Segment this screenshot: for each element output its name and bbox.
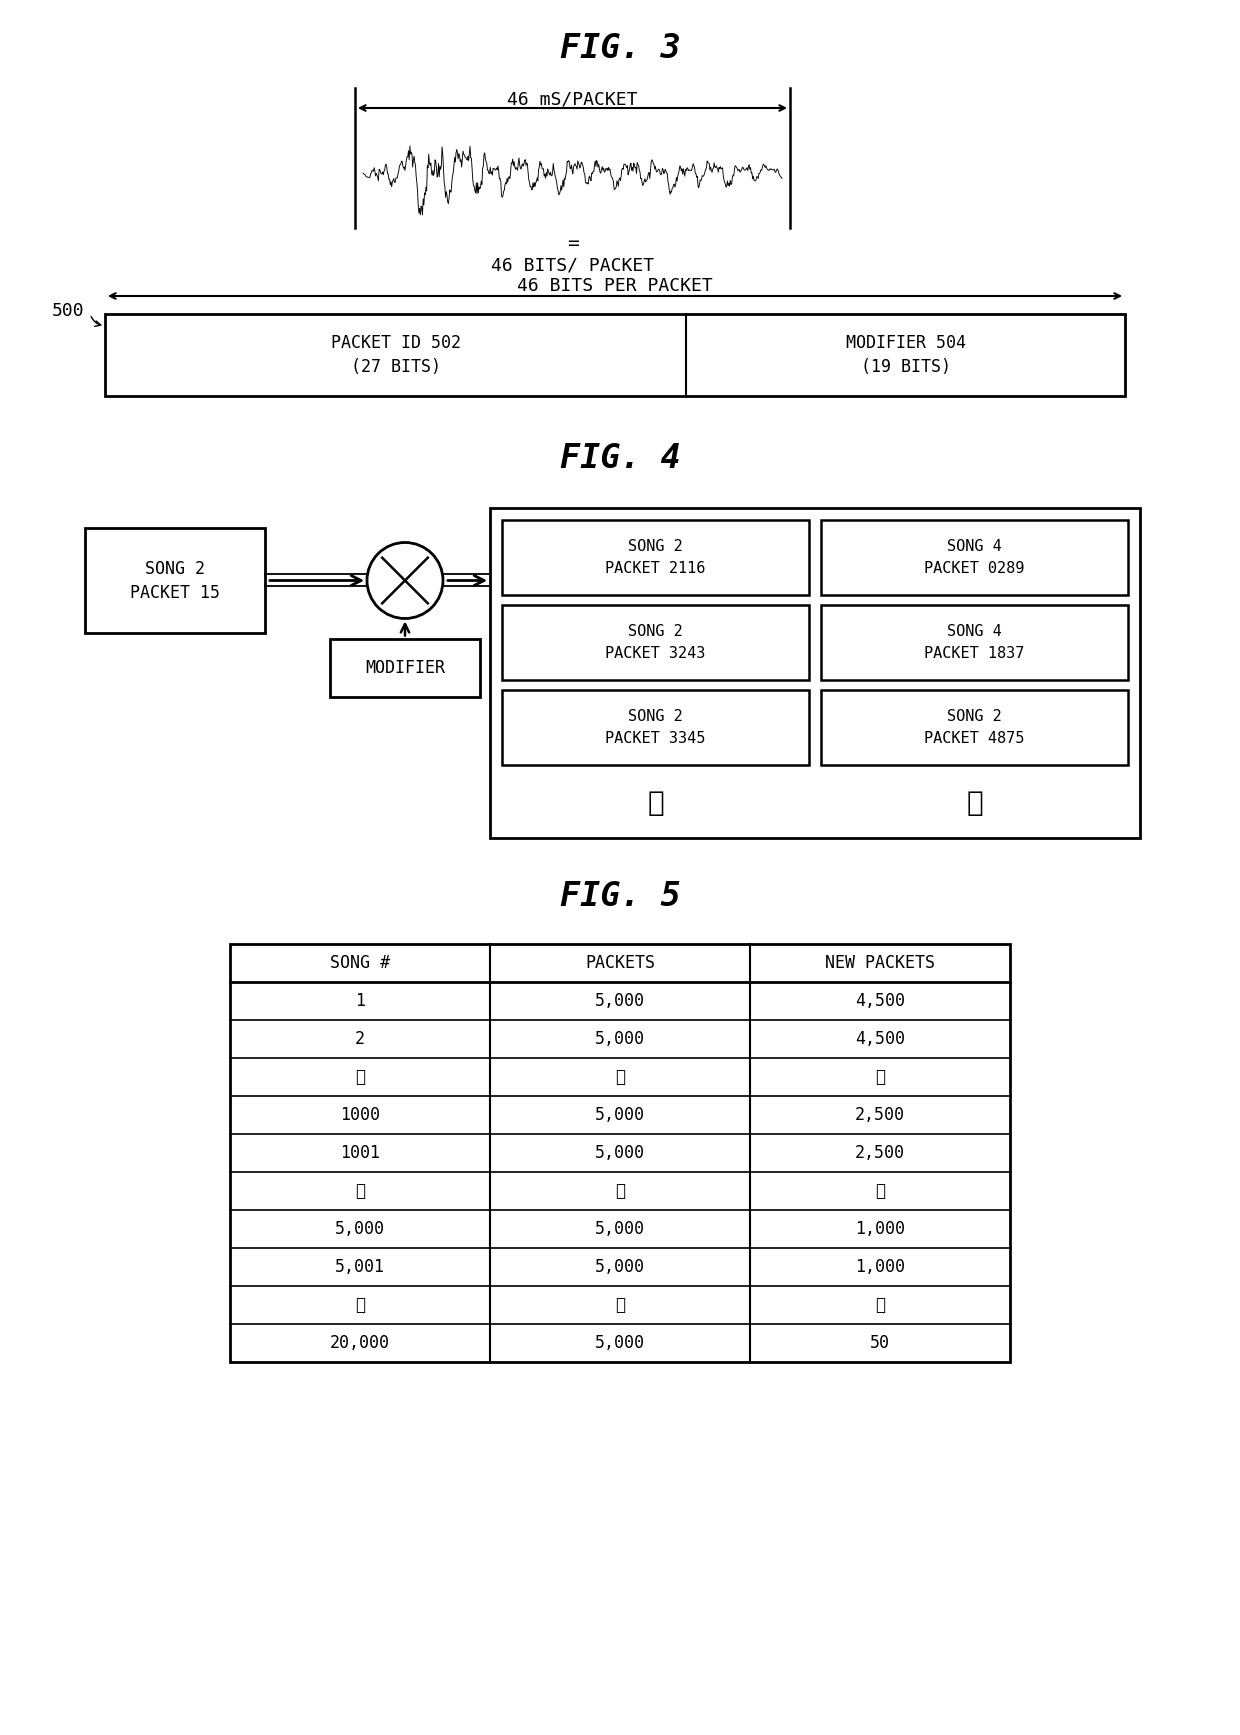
Text: FIG. 5: FIG. 5 — [559, 880, 681, 913]
Text: 50: 50 — [870, 1334, 890, 1352]
Text: MODIFIER: MODIFIER — [365, 659, 445, 677]
Bar — [821, 606, 1128, 680]
Text: 5,001: 5,001 — [335, 1258, 384, 1275]
Text: 5,000: 5,000 — [595, 1143, 645, 1162]
Text: 1: 1 — [355, 992, 365, 1010]
Bar — [229, 944, 1011, 1362]
Text: SONG 2: SONG 2 — [947, 710, 1002, 723]
Text: (19 BITS): (19 BITS) — [861, 357, 951, 376]
Bar — [821, 691, 1128, 765]
Text: PACKET ID 502: PACKET ID 502 — [331, 335, 461, 352]
Text: 1000: 1000 — [340, 1105, 379, 1124]
Bar — [105, 314, 1125, 396]
Text: FIG. 4: FIG. 4 — [559, 441, 681, 474]
Text: ⋮: ⋮ — [647, 789, 663, 817]
Text: FIG. 3: FIG. 3 — [559, 31, 681, 64]
Text: PACKET 15: PACKET 15 — [130, 583, 219, 602]
Bar — [86, 527, 265, 633]
Text: PACKET 4875: PACKET 4875 — [924, 730, 1024, 746]
Bar — [330, 638, 480, 696]
Text: 500: 500 — [52, 302, 84, 319]
Text: PACKET 0289: PACKET 0289 — [924, 560, 1024, 576]
Text: 5,000: 5,000 — [595, 992, 645, 1010]
Text: SONG 2: SONG 2 — [629, 710, 683, 723]
Text: SONG 4: SONG 4 — [947, 540, 1002, 553]
Text: SONG 4: SONG 4 — [947, 625, 1002, 638]
Text: 5,000: 5,000 — [595, 1105, 645, 1124]
Text: SONG 2: SONG 2 — [629, 540, 683, 553]
Text: ⋮: ⋮ — [355, 1182, 365, 1201]
Text: ⋮: ⋮ — [875, 1296, 885, 1313]
Text: 5,000: 5,000 — [595, 1258, 645, 1275]
Text: PACKET 1837: PACKET 1837 — [924, 645, 1024, 661]
Text: (27 BITS): (27 BITS) — [351, 357, 440, 376]
Bar — [502, 691, 808, 765]
Text: ⋮: ⋮ — [966, 789, 983, 817]
Text: ⋮: ⋮ — [875, 1182, 885, 1201]
Bar — [502, 606, 808, 680]
Bar — [490, 508, 1140, 838]
Text: 20,000: 20,000 — [330, 1334, 391, 1352]
Text: 1001: 1001 — [340, 1143, 379, 1162]
Text: SONG #: SONG # — [330, 954, 391, 972]
Text: 2: 2 — [355, 1031, 365, 1048]
Text: SONG 2: SONG 2 — [629, 625, 683, 638]
Text: SONG 2: SONG 2 — [145, 559, 205, 578]
Text: =: = — [567, 234, 578, 253]
Text: NEW PACKETS: NEW PACKETS — [825, 954, 935, 972]
Bar — [821, 520, 1128, 595]
Text: 5,000: 5,000 — [595, 1220, 645, 1239]
Text: PACKET 3345: PACKET 3345 — [605, 730, 706, 746]
Text: ⋮: ⋮ — [615, 1069, 625, 1086]
Text: ⋮: ⋮ — [355, 1296, 365, 1313]
Text: ⋮: ⋮ — [875, 1069, 885, 1086]
Text: ⋮: ⋮ — [615, 1296, 625, 1313]
Text: ⋮: ⋮ — [355, 1069, 365, 1086]
Text: 46 BITS PER PACKET: 46 BITS PER PACKET — [517, 278, 713, 295]
Text: 1,000: 1,000 — [856, 1220, 905, 1239]
Text: 4,500: 4,500 — [856, 1031, 905, 1048]
Text: 1,000: 1,000 — [856, 1258, 905, 1275]
Text: PACKET 3243: PACKET 3243 — [605, 645, 706, 661]
Text: ⋮: ⋮ — [615, 1182, 625, 1201]
Text: PACKET 2116: PACKET 2116 — [605, 560, 706, 576]
Text: 5,000: 5,000 — [335, 1220, 384, 1239]
Text: 5,000: 5,000 — [595, 1031, 645, 1048]
Text: 4,500: 4,500 — [856, 992, 905, 1010]
Text: 5,000: 5,000 — [595, 1334, 645, 1352]
Text: 46 BITS/ PACKET: 46 BITS/ PACKET — [491, 257, 653, 276]
Text: 2,500: 2,500 — [856, 1143, 905, 1162]
Text: MODIFIER 504: MODIFIER 504 — [846, 335, 966, 352]
Bar — [502, 520, 808, 595]
Text: 46 mS/PACKET: 46 mS/PACKET — [507, 90, 637, 108]
Text: 2,500: 2,500 — [856, 1105, 905, 1124]
Text: PACKETS: PACKETS — [585, 954, 655, 972]
